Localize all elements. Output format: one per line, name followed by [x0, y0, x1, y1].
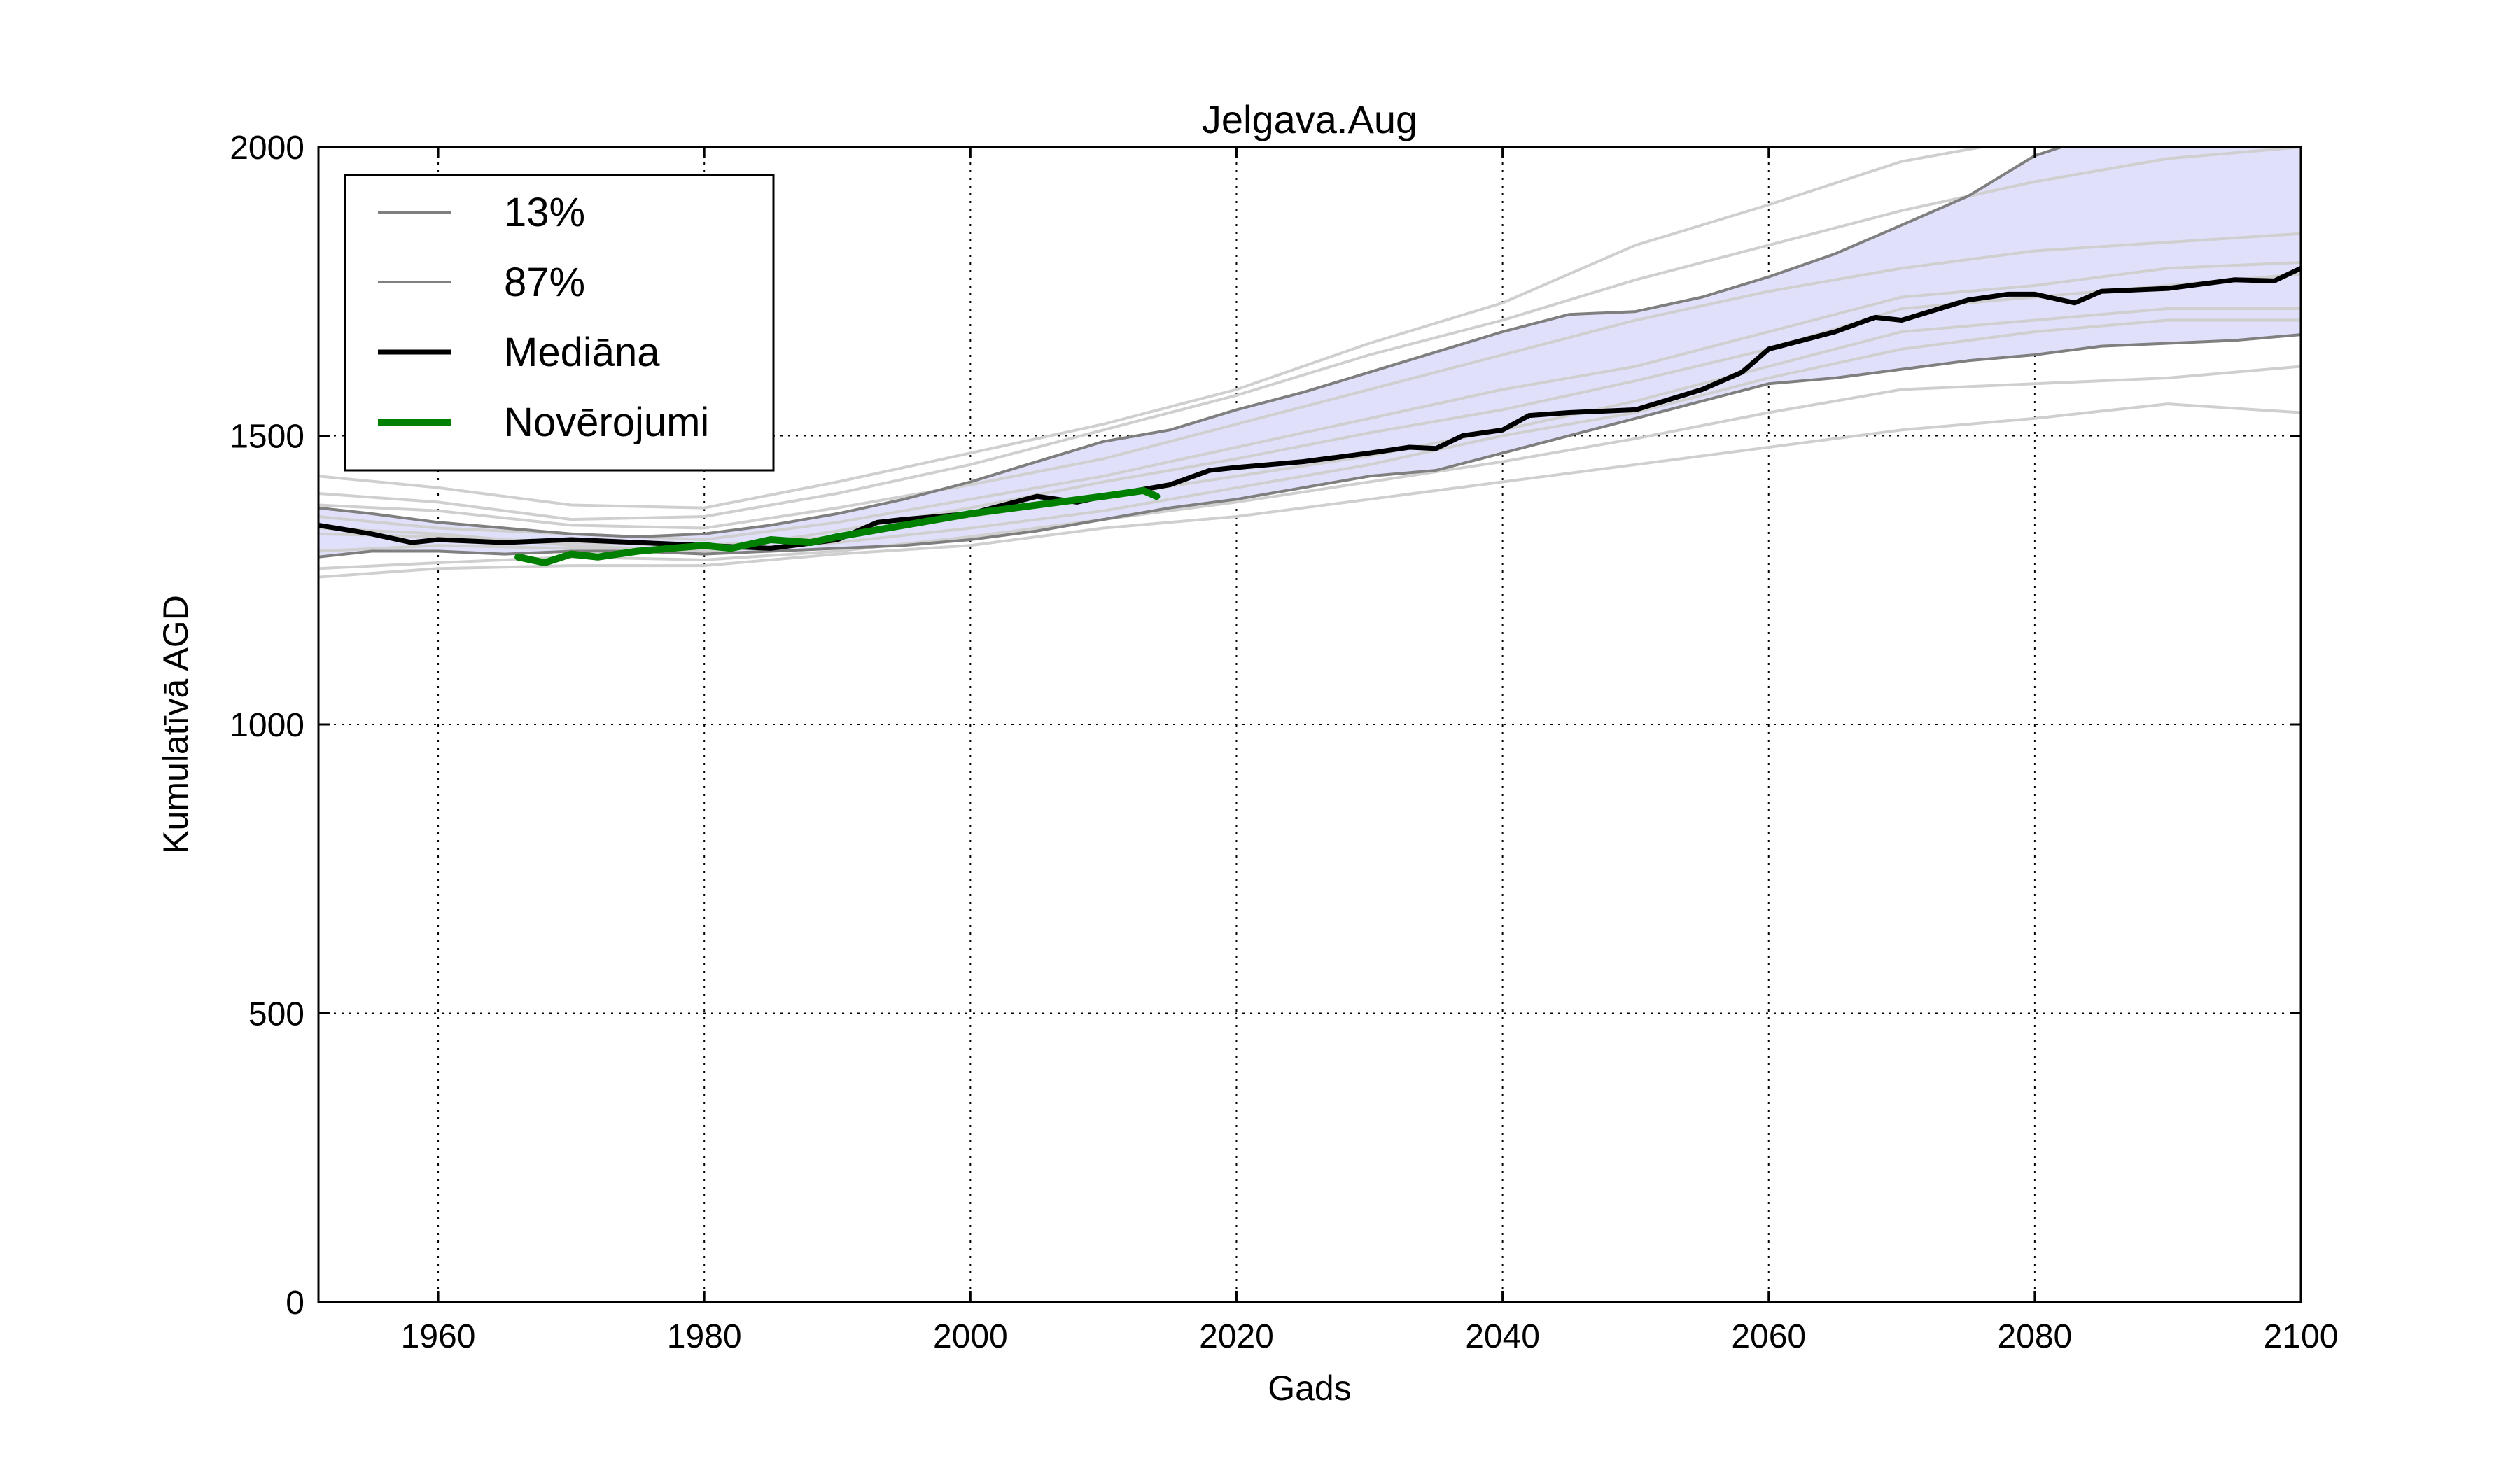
- legend-label-median: Mediāna: [504, 330, 660, 375]
- series-line-observations: [514, 486, 1161, 566]
- x-tick-label: 1980: [667, 1318, 742, 1355]
- x-tick-label: 2000: [933, 1318, 1008, 1355]
- x-tick-label: 2100: [2264, 1318, 2339, 1355]
- x-tick-label: 2040: [1465, 1318, 1540, 1355]
- axis-ticks: 1960 1980 2000 2020 2040 2060 2080 2100 0 500 1000…: [230, 130, 2338, 1355]
- ensemble-line: [318, 147, 1982, 510]
- y-tick-label: 2000: [230, 130, 304, 167]
- y-axis-label: Kumulatīvā AGD: [156, 595, 195, 854]
- ensemble-line: [318, 365, 2301, 570]
- plot-area: [318, 147, 2301, 579]
- y-tick-label: 1000: [230, 707, 304, 744]
- y-tick-label: 0: [286, 1284, 304, 1322]
- ensemble-line: [318, 232, 2301, 530]
- x-axis-label: Gads: [1268, 1368, 1352, 1408]
- x-tick-label: 2060: [1731, 1318, 1806, 1355]
- legend-label-87: 87%: [504, 260, 585, 305]
- x-tick-label: 2020: [1199, 1318, 1274, 1355]
- y-tick-label: 1500: [230, 419, 304, 456]
- legend: 13% 87% Mediāna Novērojumi: [344, 174, 775, 472]
- chart-title: Jelgava.Aug: [1202, 97, 1418, 141]
- x-tick-label: 2080: [1997, 1318, 2072, 1355]
- legend-label-observations: Novērojumi: [504, 400, 709, 445]
- legend-label-13: 13%: [504, 190, 585, 235]
- y-tick-label: 500: [248, 996, 304, 1033]
- x-tick-label: 1960: [401, 1318, 476, 1355]
- series-line-87: [318, 147, 2063, 538]
- ensemble-line: [318, 402, 2301, 579]
